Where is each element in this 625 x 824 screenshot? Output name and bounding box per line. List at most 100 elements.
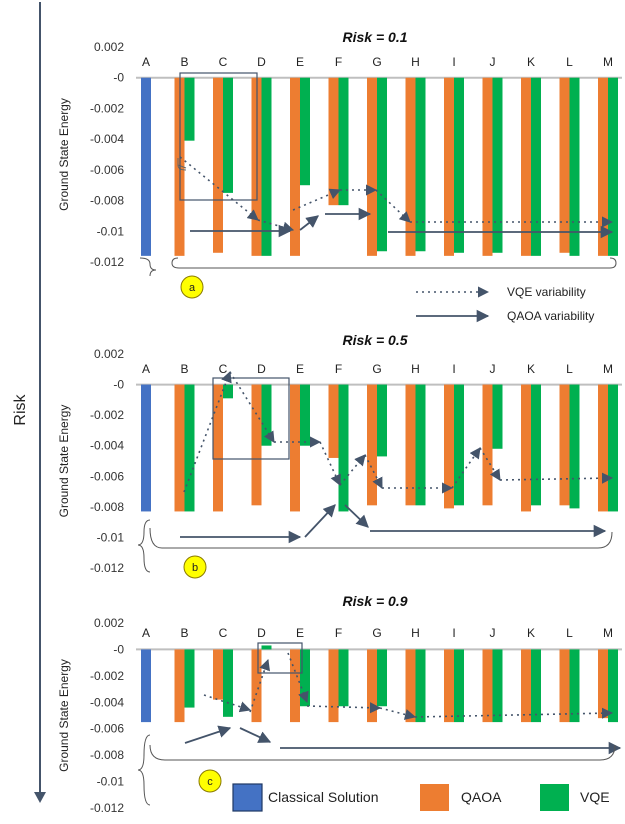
panel1-brace-tail [177, 158, 187, 169]
variability-legend: VQE variability QAOA variability [416, 285, 594, 323]
category-label-M: M [603, 362, 613, 376]
chart-title: Risk = 0.5 [343, 332, 408, 348]
y-tick-label: -0.008 [90, 500, 124, 514]
y-tick-label: -0.004 [90, 439, 124, 453]
category-label-C: C [219, 626, 228, 640]
classical-bar-A [141, 649, 151, 723]
category-label-H: H [411, 626, 420, 640]
vqe-var-arrow [499, 472, 614, 484]
category-label-D: D [257, 362, 266, 376]
panel-braces [137, 257, 617, 806]
vqe-bar-D [261, 384, 272, 446]
vqe-bar-C [223, 384, 233, 399]
qaoa-bar-C [213, 649, 223, 700]
y-tick-label: -0.01 [97, 224, 125, 238]
marker-c-label: c [207, 776, 213, 788]
category-label-J: J [490, 55, 496, 69]
y-tick-label: 0.002 [94, 616, 124, 630]
vqe-bar-J [492, 649, 503, 723]
vqe-var-arrow [375, 189, 411, 223]
vqe-bar-H [415, 77, 426, 252]
qaoa-bar-B [174, 649, 185, 723]
y-tick-label: -0.006 [90, 163, 124, 177]
category-label-L: L [566, 626, 573, 640]
qaoa-variability-label: QAOA variability [507, 309, 594, 323]
y-tick-label: -0.002 [90, 408, 124, 422]
qaoa-bar-J [482, 649, 493, 723]
vqe-bar-M [608, 77, 618, 256]
category-label-E: E [296, 55, 304, 69]
qaoa-bar-K [521, 649, 531, 723]
category-label-F: F [335, 362, 342, 376]
brace-left-panel2 [137, 519, 151, 573]
category-label-F: F [335, 55, 342, 69]
marker-a: a [180, 275, 204, 299]
qaoa-bar-J [482, 384, 493, 506]
legend-qaoa-swatch [420, 784, 449, 811]
vqe-bar-H [415, 649, 426, 723]
chart-title: Risk = 0.1 [343, 29, 408, 45]
marker-b: b [183, 555, 207, 579]
vqe-bar-G [377, 384, 387, 457]
category-label-F: F [335, 626, 342, 640]
qaoa-bar-M [598, 384, 608, 512]
vqe-var-arrow [379, 707, 417, 720]
vqe-bar-B [184, 77, 195, 141]
y-tick-label: 0.002 [94, 40, 124, 54]
category-label-C: C [219, 55, 228, 69]
chart-panel-3: Risk = 0.9 0.002 -0 -0.002 -0.004 -0.006 -0.00… [57, 593, 622, 815]
qaoa-bar-M [598, 77, 608, 256]
category-label-H: H [411, 362, 420, 376]
y-tick-label: -0.012 [90, 561, 124, 575]
qaoa-bar-G [367, 77, 377, 256]
legend-qaoa-label: QAOA [461, 789, 502, 805]
category-label-M: M [603, 626, 613, 640]
qaoa-bar-K [521, 384, 531, 512]
chart-panels: Risk = 0.1 0.002 -0 -0.002 -0.004 -0.006 -0.00… [57, 29, 622, 815]
marker-a-circle [180, 275, 204, 299]
y-tick-label: -0.012 [90, 255, 124, 269]
risk-axis-arrowhead [34, 792, 46, 803]
classical-bar-A [141, 384, 151, 512]
y-tick-label: 0.002 [94, 347, 124, 361]
vqe-bar-E [300, 77, 310, 186]
vqe-var-arrow [319, 441, 341, 487]
category-label-E: E [296, 362, 304, 376]
y-tick-label: -0.006 [90, 469, 124, 483]
highlight-box-panel2 [212, 377, 290, 460]
brace-bottom-panel2 [149, 527, 613, 549]
vqe-var-arrow [364, 454, 383, 489]
category-label-H: H [411, 55, 420, 69]
brace-bottom-panel3 [149, 744, 616, 761]
category-label-L: L [566, 55, 573, 69]
variability-annotations [177, 156, 622, 755]
chart-panel-1: Risk = 0.1 0.002 -0 -0.002 -0.004 -0.006 -0.00… [57, 29, 622, 269]
vqe-bar-I [454, 384, 464, 506]
vqe-bar-J [492, 77, 503, 253]
qaoa-bar-L [559, 77, 570, 253]
vqe-bar-F [338, 384, 349, 512]
vqe-bar-H [415, 384, 426, 506]
y-tick-label: -0 [113, 378, 124, 392]
qaoa-bar-J [482, 77, 493, 256]
marker-b-label: b [192, 562, 198, 574]
vqe-var-arrow [306, 702, 382, 714]
vqe-bar-C [223, 77, 233, 193]
legend-vqe-label: VQE [580, 789, 610, 805]
legend-classical-label: Classical Solution [268, 789, 379, 805]
qaoa-var-arrow [299, 215, 319, 231]
vqe-var-arrow [287, 652, 309, 704]
y-axis-label: Ground State Energy [57, 659, 71, 772]
y-tick-label: -0.01 [97, 775, 125, 789]
y-tick-label: -0 [113, 642, 124, 656]
qaoa-bar-H [405, 384, 416, 506]
vqe-bar-L [569, 649, 580, 723]
marker-a-label: a [189, 282, 196, 294]
qaoa-bar-D [251, 649, 262, 723]
vqe-var-arrow [292, 188, 342, 211]
vqe-var-arrow [479, 447, 501, 481]
category-label-D: D [257, 626, 266, 640]
vqe-bar-K [531, 77, 541, 256]
vqe-bar-E [300, 649, 310, 707]
